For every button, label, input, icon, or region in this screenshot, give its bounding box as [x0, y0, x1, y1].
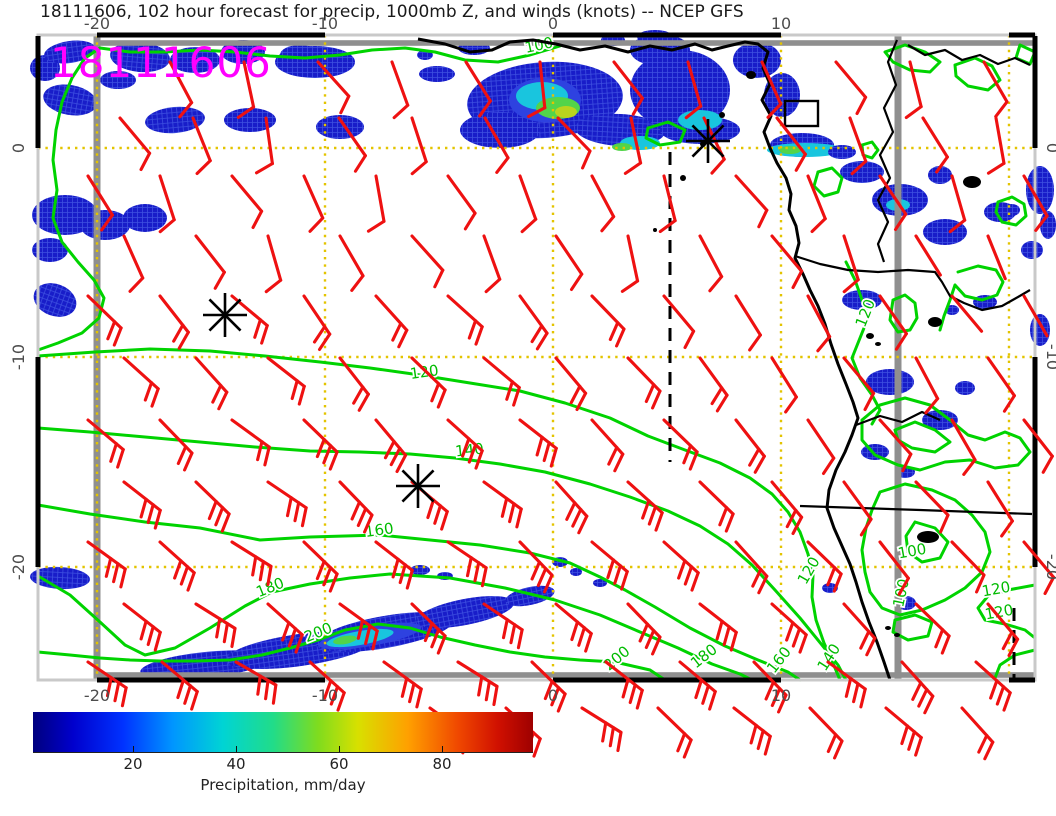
region-marker-box — [783, 99, 820, 128]
colorbar-tick-label: 80 — [432, 755, 452, 773]
svg-text:-20: -20 — [84, 14, 110, 33]
svg-text:-20: -20 — [1043, 554, 1056, 580]
colorbar-tick-labels: 20 40 60 80 — [33, 755, 533, 775]
precipitation-colorbar: 20 40 60 80 Precipitation, mm/day — [33, 712, 533, 794]
run-id-stamp: 18111606 — [50, 38, 272, 87]
colorbar-tick — [339, 746, 340, 752]
svg-text:-20: -20 — [84, 686, 110, 705]
svg-text:100: 100 — [896, 540, 927, 563]
svg-text:100: 100 — [523, 33, 555, 57]
colorbar-tick — [442, 746, 443, 752]
colorbar-tick-label: 60 — [329, 755, 349, 773]
svg-text:0: 0 — [1043, 143, 1056, 153]
axis-tick-labels: -20-20-10-1000101000-10-10-20-20 — [9, 14, 1056, 705]
svg-text:10: 10 — [771, 14, 791, 33]
svg-text:-20: -20 — [9, 554, 28, 580]
svg-text:0: 0 — [9, 143, 28, 153]
svg-text:120: 120 — [794, 554, 824, 588]
svg-text:-10: -10 — [312, 14, 338, 33]
svg-text:120: 120 — [980, 578, 1011, 601]
svg-text:0: 0 — [548, 14, 558, 33]
svg-text:-10: -10 — [312, 686, 338, 705]
plot-frame — [35, 32, 1038, 683]
colorbar-tick — [133, 746, 134, 752]
colorbar-caption: Precipitation, mm/day — [200, 776, 366, 794]
latlon-gridlines — [38, 35, 1035, 680]
svg-text:180: 180 — [687, 640, 721, 672]
svg-text:-10: -10 — [1043, 344, 1056, 370]
svg-text:-10: -10 — [9, 344, 28, 370]
figure-title: 18111606, 102 hour forecast for precip, … — [40, 2, 744, 22]
svg-text:10: 10 — [771, 686, 791, 705]
colorbar-tick — [236, 746, 237, 752]
colorbar-gradient — [33, 712, 533, 753]
africa-coastline-and-borders — [417, 37, 1033, 681]
height-contours — [36, 43, 1037, 682]
station-asterisk-markers — [203, 119, 730, 508]
colorbar-tick-label: 40 — [226, 755, 246, 773]
svg-text:0: 0 — [548, 686, 558, 705]
colorbar-tick-label: 20 — [123, 755, 143, 773]
